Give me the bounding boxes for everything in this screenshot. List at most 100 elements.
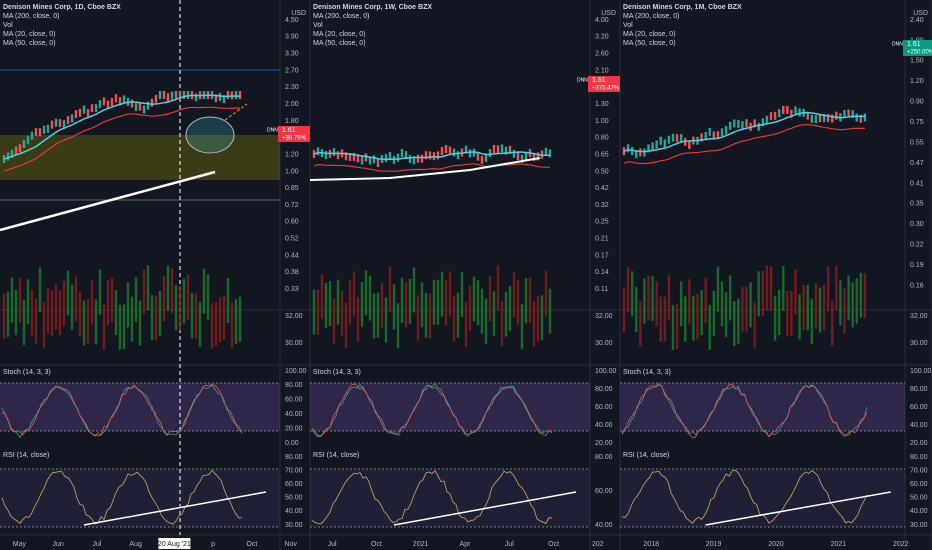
volume-bar: [818, 287, 822, 333]
candle: [234, 91, 238, 99]
candle: [488, 148, 492, 157]
volume-bar: [348, 279, 352, 325]
price-label: 0.85: [285, 185, 299, 192]
rsi-trend: [83, 491, 267, 526]
candle: [22, 140, 26, 149]
candle: [818, 114, 822, 123]
volume-bar: [806, 285, 809, 331]
candle: [400, 148, 404, 157]
volume-bar: [2, 293, 6, 339]
volume-bar: [384, 297, 388, 343]
candle: [814, 115, 818, 124]
rsi-axis-label: 40.00: [595, 522, 613, 529]
rsi-axis-label: 50.00: [285, 495, 303, 502]
candle: [42, 125, 46, 134]
volume-bar: [540, 295, 544, 341]
candle: [420, 154, 424, 163]
volume-bar: [859, 272, 863, 318]
candle: [822, 114, 826, 123]
rsi-band: [620, 469, 905, 527]
trend-line: [0, 170, 216, 232]
candle: [777, 109, 781, 118]
candle: [360, 156, 364, 165]
candle: [26, 135, 30, 144]
volume-bar: [622, 286, 626, 332]
volume-bar: [647, 275, 650, 321]
volume-bar: [444, 279, 448, 325]
volume-bar: [174, 285, 178, 331]
volume-bar: [58, 290, 62, 336]
price-label: 0.30: [910, 221, 924, 228]
candle: [794, 106, 797, 115]
candle: [476, 152, 480, 161]
volume-bar: [630, 271, 634, 317]
volume-bar: [524, 278, 528, 324]
rsi-trend: [393, 491, 577, 526]
volume-bar: [798, 294, 801, 340]
candle: [436, 151, 440, 160]
volume-bar: [42, 302, 46, 348]
chart-title: Denison Mines Corp, 1M, Cboe BZX: [623, 4, 742, 11]
candle: [118, 97, 122, 106]
candle: [855, 113, 858, 122]
candle: [626, 144, 630, 153]
price-label: 0.41: [910, 180, 924, 187]
candle: [416, 154, 420, 163]
candle: [724, 126, 728, 135]
candle: [154, 94, 158, 103]
candle: [508, 145, 512, 154]
volume-bar: [190, 293, 194, 339]
price-label: 2.40: [910, 17, 924, 24]
volume-bar: [802, 284, 805, 330]
volume-label: 32.00: [285, 313, 303, 320]
candle: [516, 151, 520, 160]
oscillator: [1, 384, 243, 437]
volume-bar: [790, 290, 793, 336]
candle: [847, 109, 850, 118]
candle: [30, 131, 34, 140]
oscillator: [311, 383, 553, 438]
candle: [512, 149, 516, 158]
candle: [316, 147, 320, 156]
volume-bar: [122, 304, 126, 350]
volume-bar: [520, 304, 524, 350]
volume-bar: [170, 268, 174, 314]
x-axis-label: Jun: [52, 541, 63, 548]
candle: [798, 108, 801, 117]
volume-bar: [843, 288, 846, 334]
volume-bar: [712, 290, 716, 336]
rsi-axis-label: 30.00: [910, 522, 928, 529]
badge-price: 1.61: [907, 41, 921, 48]
candle: [352, 152, 356, 161]
volume-bar: [222, 295, 226, 341]
stoch-axis-label: 20.00: [285, 425, 303, 432]
volume-bar: [839, 280, 842, 326]
x-axis-label: 2018: [643, 541, 659, 548]
candle: [194, 93, 198, 102]
volume-bar: [753, 302, 756, 348]
volume-bar: [178, 285, 182, 331]
candle: [86, 109, 90, 118]
volume-bar: [468, 285, 472, 331]
price-label: 0.14: [595, 269, 609, 276]
candle: [688, 140, 691, 149]
candle: [170, 91, 174, 100]
volume-bar: [822, 285, 826, 331]
volume-bar: [230, 302, 234, 348]
volume-bar: [440, 271, 444, 317]
volume-bar: [855, 278, 858, 324]
volume-bar: [38, 267, 42, 313]
volume-bar: [480, 288, 484, 334]
volume-bar: [340, 291, 344, 337]
indicator-label: MA (50, close, 0): [313, 40, 366, 47]
candle: [158, 91, 162, 99]
volume-bar: [332, 298, 336, 344]
price-label: 2.10: [595, 67, 609, 74]
volume-label: 30.00: [285, 340, 303, 347]
volume-bar: [720, 281, 724, 327]
candle: [733, 119, 736, 128]
volume-bar: [312, 289, 316, 335]
candle: [753, 119, 756, 128]
price-label: 0.32: [595, 202, 609, 209]
candle: [376, 158, 380, 167]
